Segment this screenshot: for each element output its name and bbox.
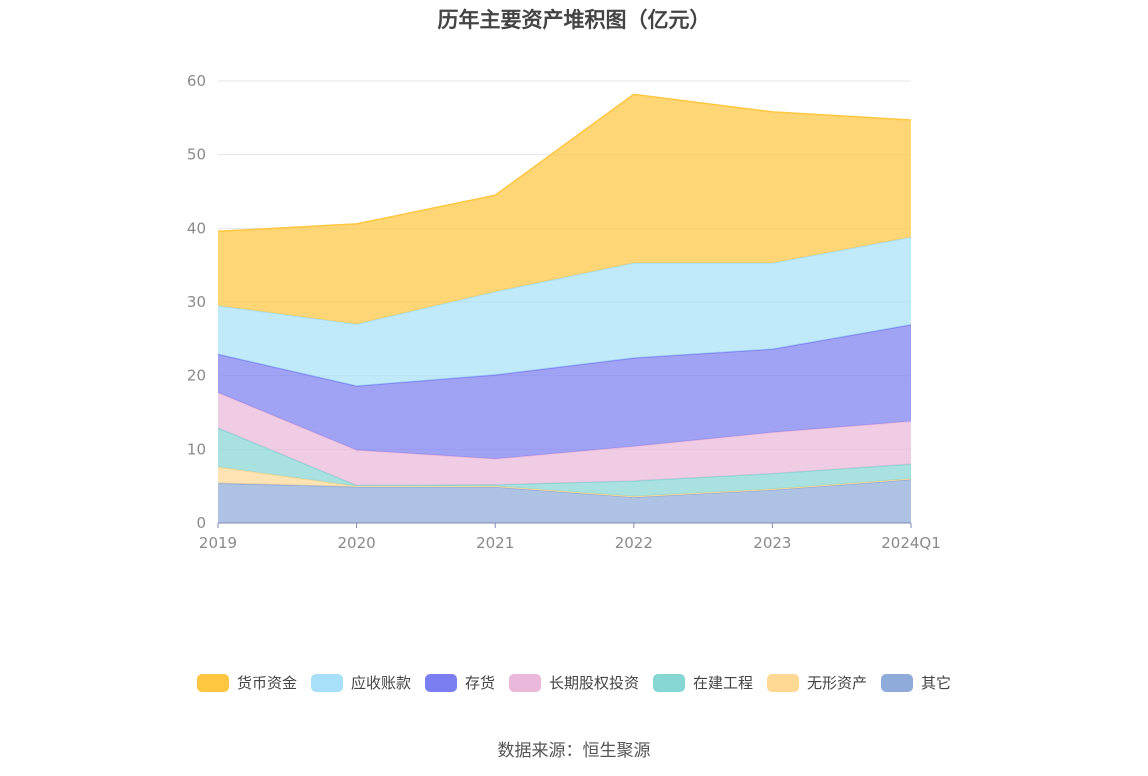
legend-swatch bbox=[310, 673, 343, 692]
legend-label: 货币资金 bbox=[236, 674, 297, 692]
legend-label: 无形资产 bbox=[807, 674, 868, 692]
legend-label: 应收账款 bbox=[350, 674, 411, 692]
area-series-5 bbox=[218, 237, 911, 386]
area-series-3 bbox=[218, 392, 911, 486]
legend-swatch bbox=[881, 673, 914, 692]
x-tick-label: 2024Q1 bbox=[881, 534, 941, 552]
y-tick-label: 20 bbox=[187, 367, 206, 385]
legend: 货币资金 应收账款 存货 长期股权投资 在建工程 无形资产 其它 bbox=[0, 672, 1148, 693]
x-tick-label: 2022 bbox=[615, 534, 653, 552]
area-series-4 bbox=[218, 324, 911, 459]
x-tick-label: 2020 bbox=[338, 534, 376, 552]
area-series-edge-6 bbox=[217, 93, 912, 233]
legend-swatch bbox=[508, 673, 541, 692]
source-note: 数据来源：恒生聚源 bbox=[497, 741, 651, 761]
y-tick-label: 30 bbox=[187, 293, 206, 311]
axis-layer: 0 10 20 30 40 50 60 2019 2020 2021 2022 2023 2024Q1 bbox=[187, 72, 941, 552]
x-tick-label: 2019 bbox=[199, 534, 237, 552]
y-tick-label: 0 bbox=[196, 514, 206, 532]
area-series-0 bbox=[218, 479, 911, 523]
chart-title: 历年主要资产堆积图（亿元） bbox=[437, 8, 711, 32]
y-tick-label: 40 bbox=[187, 219, 206, 237]
legend-label: 其它 bbox=[921, 674, 952, 692]
legend-swatch bbox=[424, 673, 457, 692]
legend-item[interactable]: 货币资金 bbox=[196, 672, 297, 693]
legend-item[interactable]: 其它 bbox=[881, 672, 951, 693]
y-tick-label: 60 bbox=[187, 72, 206, 90]
area-series-layer bbox=[217, 93, 912, 523]
y-tick-label: 10 bbox=[187, 440, 206, 458]
legend-item[interactable]: 应收账款 bbox=[310, 672, 411, 693]
area-series-2 bbox=[218, 428, 911, 497]
legend-swatch bbox=[196, 673, 229, 692]
legend-item[interactable]: 长期股权投资 bbox=[508, 672, 639, 693]
x-tick-label: 2021 bbox=[476, 534, 514, 552]
legend-label: 长期股权投资 bbox=[548, 674, 639, 692]
legend-item[interactable]: 无形资产 bbox=[767, 672, 867, 693]
legend-item[interactable]: 在建工程 bbox=[653, 672, 753, 693]
y-tick-label: 50 bbox=[187, 146, 206, 164]
x-tick-label: 2023 bbox=[753, 534, 791, 552]
legend-item[interactable]: 存货 bbox=[424, 672, 495, 693]
area-series-6 bbox=[218, 94, 911, 325]
legend-label: 存货 bbox=[464, 674, 495, 692]
legend-swatch bbox=[653, 673, 685, 692]
legend-label: 在建工程 bbox=[693, 674, 754, 692]
legend-swatch bbox=[767, 673, 800, 692]
